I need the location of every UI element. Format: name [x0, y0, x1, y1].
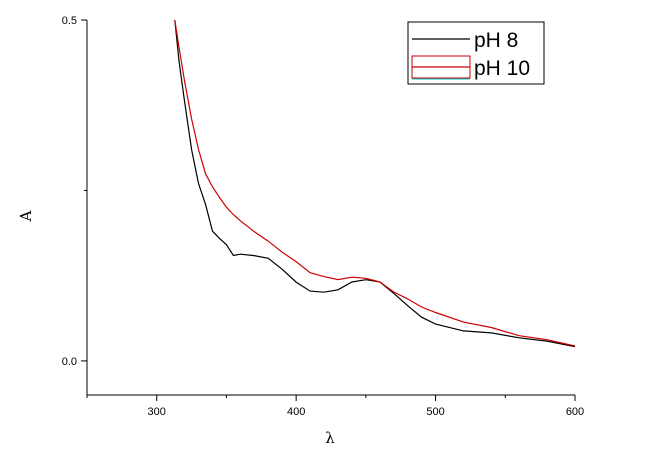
y-tick-label: 0.0 [62, 356, 77, 368]
series-line-ph-10 [174, 19, 576, 347]
series-line-ph-8 [174, 19, 576, 348]
legend-label: pH 10 [474, 57, 530, 80]
legend-label: pH 8 [474, 29, 518, 52]
x-tick-label: 500 [426, 406, 444, 418]
y-axis-label: A [17, 210, 35, 222]
legend-box [407, 21, 545, 85]
x-tick-label: 400 [287, 406, 305, 418]
x-tick-label: 300 [148, 406, 166, 418]
series-layer [174, 19, 576, 348]
x-axis-label: λ [325, 429, 335, 447]
legend: pH 8 pH 10 [407, 21, 545, 85]
y-tick-label: 0.5 [62, 15, 77, 27]
axes: 300 400 500 600 0.0 0.5 [62, 15, 584, 418]
x-tick-label: 600 [566, 406, 584, 418]
